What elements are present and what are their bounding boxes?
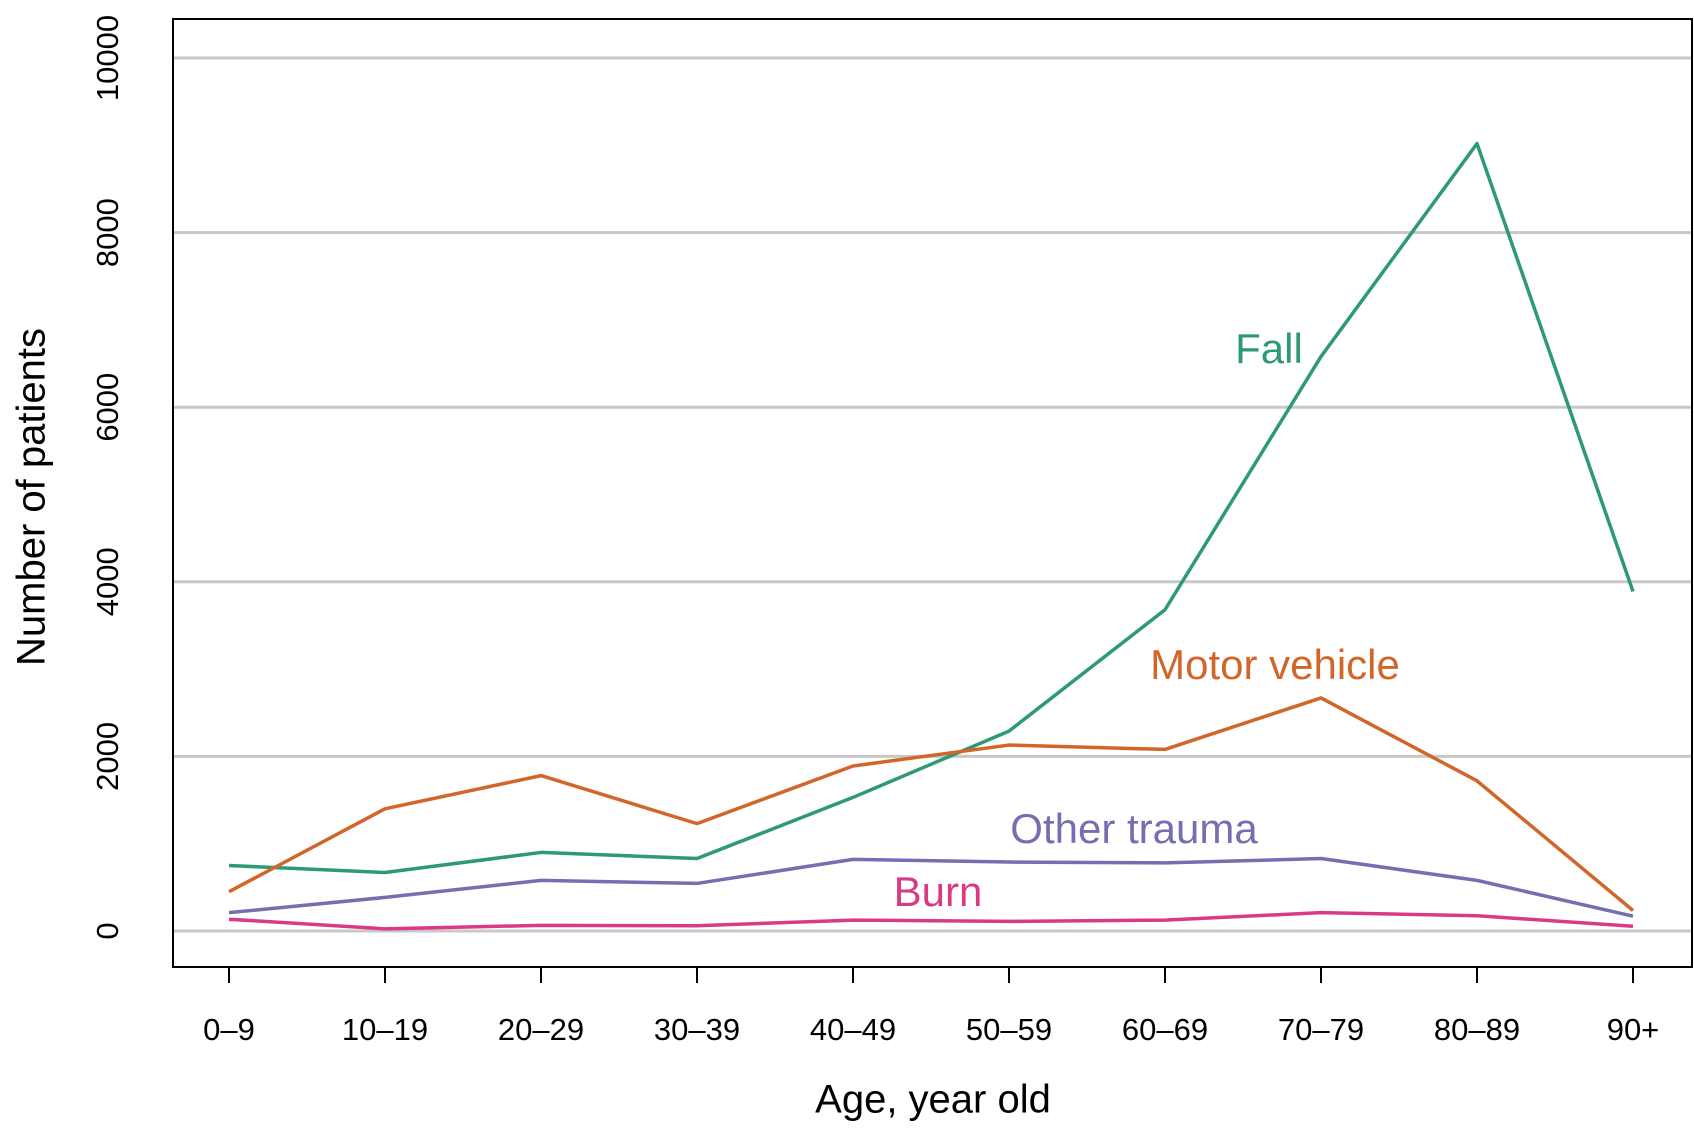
x-tick-label: 20–29 bbox=[498, 1012, 584, 1047]
x-tick-label: 90+ bbox=[1607, 1012, 1660, 1047]
y-tick-label: 4000 bbox=[90, 547, 125, 616]
series-label: Other trauma bbox=[1010, 805, 1258, 852]
x-tick-label: 10–19 bbox=[342, 1012, 428, 1047]
series-line bbox=[228, 856, 1634, 918]
x-tick-label: 80–89 bbox=[1434, 1012, 1520, 1047]
y-tick-label: 10000 bbox=[90, 15, 125, 101]
y-axis-label: Number of patients bbox=[10, 328, 54, 666]
x-tick-label: 70–79 bbox=[1278, 1012, 1364, 1047]
y-tick-label: 6000 bbox=[90, 373, 125, 442]
series-label: Motor vehicle bbox=[1150, 641, 1400, 688]
x-tick-label: 60–69 bbox=[1122, 1012, 1208, 1047]
y-tick-label: 2000 bbox=[90, 722, 125, 791]
x-tick-label: 40–49 bbox=[810, 1012, 896, 1047]
series-line bbox=[228, 910, 1634, 931]
x-tick-label: 50–59 bbox=[966, 1012, 1052, 1047]
series-line bbox=[228, 696, 1635, 912]
plot-frame bbox=[172, 18, 1693, 968]
series-label: Fall bbox=[1235, 325, 1303, 372]
y-tick-label: 8000 bbox=[90, 198, 125, 267]
x-tick-label: 30–39 bbox=[654, 1012, 740, 1047]
y-tick-label: 0 bbox=[90, 922, 125, 939]
x-tick-label: 0–9 bbox=[203, 1012, 255, 1047]
series-line bbox=[228, 141, 1635, 875]
x-axis-label: Age, year old bbox=[815, 1078, 1051, 1122]
series-label: Burn bbox=[894, 868, 983, 915]
